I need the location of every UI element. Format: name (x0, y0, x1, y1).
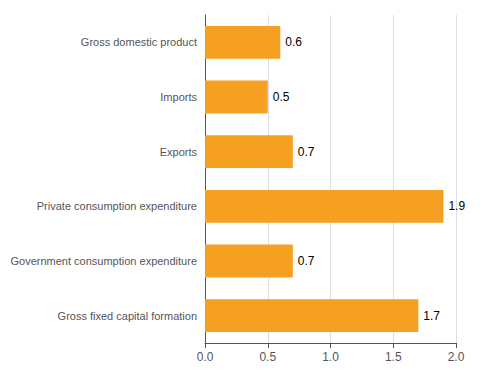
svg-text:Exports: Exports (160, 146, 198, 158)
svg-text:0.6: 0.6 (285, 35, 302, 49)
svg-text:1.9: 1.9 (448, 199, 465, 213)
svg-text:1.7: 1.7 (423, 309, 440, 323)
svg-text:0.5: 0.5 (259, 350, 276, 364)
svg-text:Imports: Imports (160, 91, 197, 103)
svg-text:0.5: 0.5 (273, 90, 290, 104)
svg-text:0.7: 0.7 (298, 145, 315, 159)
svg-text:Gross fixed capital formation: Gross fixed capital formation (58, 310, 197, 322)
svg-text:Private consumption expenditur: Private consumption expenditure (37, 200, 197, 212)
svg-text:1.0: 1.0 (322, 350, 339, 364)
svg-text:0.7: 0.7 (298, 254, 315, 268)
svg-text:Gross domestic product: Gross domestic product (81, 36, 197, 48)
svg-text:Government consumption expendi: Government consumption expenditure (11, 255, 198, 267)
svg-text:0.0: 0.0 (197, 350, 214, 364)
svg-text:2.0: 2.0 (448, 350, 465, 364)
svg-text:1.5: 1.5 (385, 350, 402, 364)
